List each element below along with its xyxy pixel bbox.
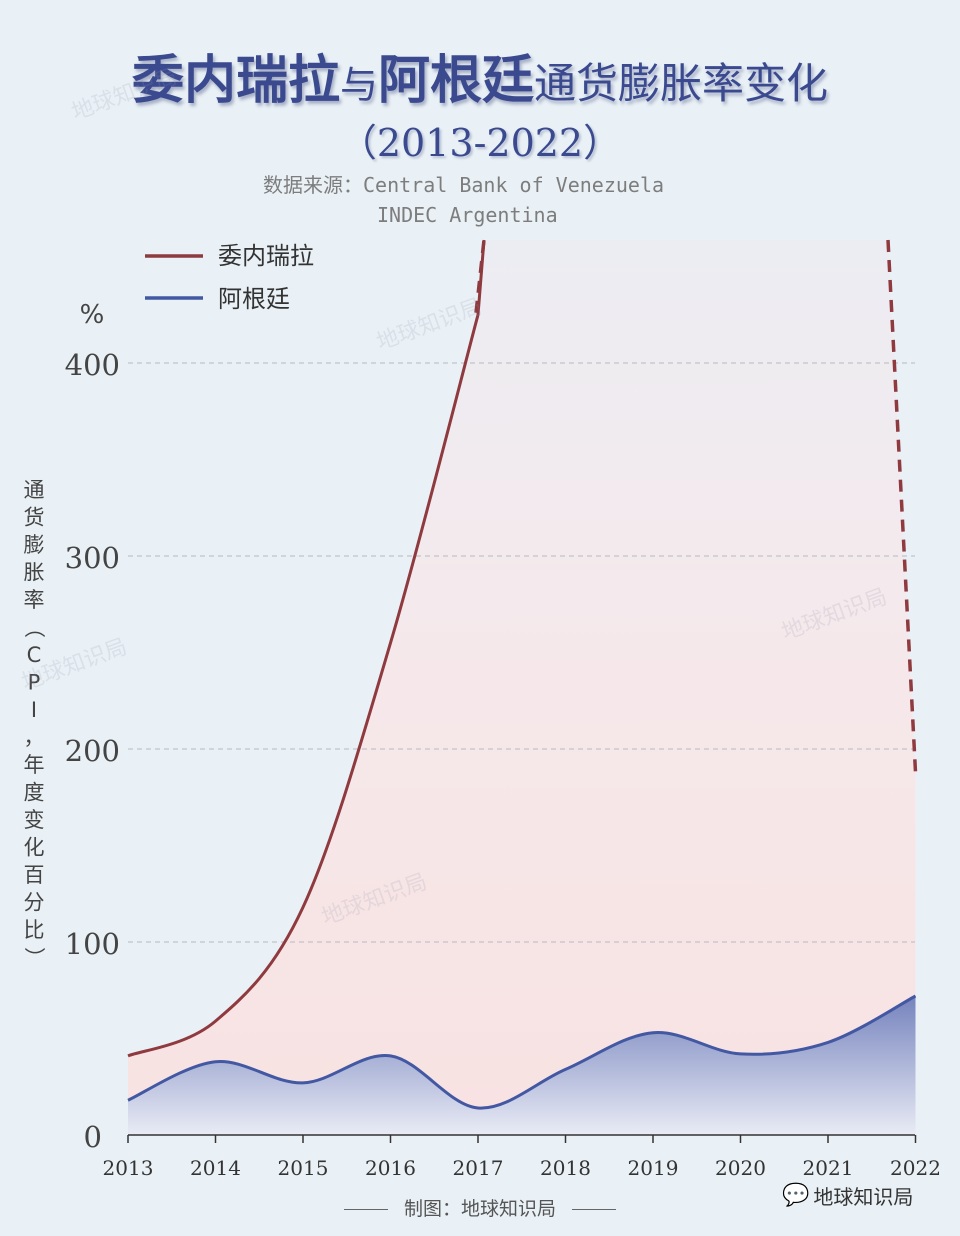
venezuela-dashed-drop [886, 239, 918, 773]
source-line2: INDEC Argentina [377, 203, 558, 227]
x-tick-label-2019: 2019 [628, 1156, 679, 1180]
y-axis-title-char: P [28, 671, 41, 695]
y-tick-label-400: 400 [65, 348, 120, 382]
credit-text: 制图：地球知识局 [403, 1198, 556, 1220]
y-axis-title-char: 胀 [24, 561, 45, 585]
x-tick-label-2013: 2013 [103, 1156, 154, 1180]
series-line-argentina [127, 994, 917, 1110]
y-axis-title-char: C [27, 643, 42, 667]
source-label: 数据来源： [263, 173, 363, 197]
title-topic: 通货膨胀率变化 [534, 59, 829, 108]
y-axis-title-char: 比 [24, 918, 45, 942]
x-tick-label-2015: 2015 [278, 1156, 329, 1180]
y-axis-title-char: 膨 [24, 533, 45, 557]
y-axis-title-char: I [31, 698, 37, 722]
title-argentina: 阿根廷 [378, 51, 535, 111]
title-venezuela: 委内瑞拉 [131, 51, 340, 111]
argentina-area-fill [128, 996, 916, 1135]
x-tick-label-2021: 2021 [803, 1156, 854, 1180]
chart-subtitle-years: （2013-2022） [338, 121, 622, 165]
venezuela-area-fill [128, 240, 916, 1135]
x-tick-label-2020: 2020 [715, 1156, 766, 1180]
watermark-0: 地球知识局 [69, 65, 181, 126]
series-line-venezuela [127, 239, 486, 1058]
chart-title: 委内瑞拉与阿根廷通货膨胀率变化 [0, 38, 960, 113]
y-axis-title-char: 化 [24, 836, 45, 860]
y-axis-title-char: 货 [24, 506, 45, 530]
x-tick-label-2017: 2017 [453, 1156, 504, 1180]
watermark-badge: 💬 地球知识局 [782, 1181, 913, 1210]
y-axis-title-char: 率 [24, 588, 45, 612]
x-tick-label-2022: 2022 [890, 1156, 941, 1180]
legend-label-venezuela: 委内瑞拉 [218, 242, 314, 270]
y-axis-title-char: 分 [24, 891, 45, 915]
y-axis-title-char: 度 [24, 781, 45, 805]
credit: 制图：地球知识局 [0, 1194, 960, 1221]
x-tick-label-2018: 2018 [540, 1156, 591, 1180]
title-connector: 与 [339, 63, 378, 107]
y-tick-label-0: 0 [84, 1120, 102, 1154]
y-axis-title-char: 年 [24, 753, 45, 777]
watermark-text: 地球知识局 [813, 1185, 914, 1209]
wechat-icon: 💬 [782, 1183, 810, 1208]
venezuela-dashed-rise [474, 239, 486, 313]
y-axis-title-char: 变 [24, 808, 45, 832]
y-tick-label-100: 100 [65, 927, 120, 961]
y-axis-title-char: 通 [24, 478, 45, 502]
legend-label-argentina: 阿根廷 [218, 285, 290, 313]
source-line1: Central Bank of Venezuela [363, 173, 665, 197]
y-tick-label-300: 300 [65, 541, 120, 575]
y-tick-label-200: 200 [65, 734, 120, 768]
y-axis-title-char: ） [22, 947, 46, 968]
credit-rule-right [572, 1209, 616, 1210]
y-axis-title-char: ， [24, 726, 45, 750]
x-tick-label-2016: 2016 [365, 1156, 416, 1180]
y-axis-title-char: 百 [24, 863, 45, 887]
y-axis-title-char: （ [22, 617, 46, 638]
x-tick-label-2014: 2014 [190, 1156, 241, 1180]
y-unit-label: % [80, 300, 105, 330]
data-source: 数据来源：Central Bank of Venezuela INDEC Arg… [263, 170, 664, 230]
credit-rule-left [343, 1209, 388, 1210]
